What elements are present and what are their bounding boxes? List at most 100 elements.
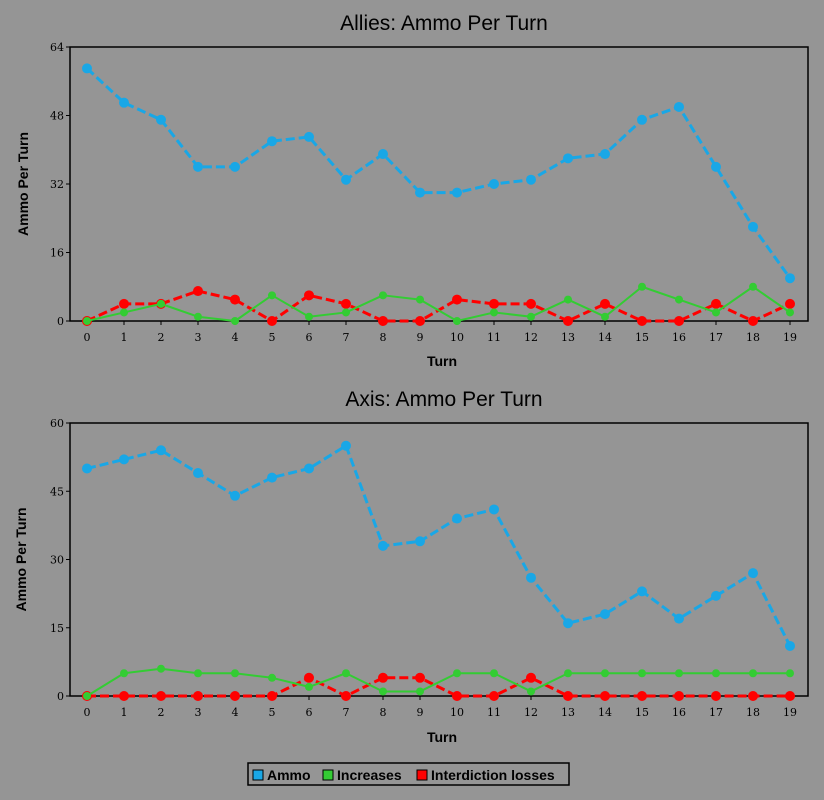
allies-xtick-label: 11 (487, 331, 501, 344)
allies-point-increases (712, 308, 720, 317)
allies-point-ammo (415, 187, 425, 198)
axis-ytick-label: 60 (50, 417, 64, 430)
axis-ytick-label: 15 (50, 622, 64, 635)
axis-xtick-label: 13 (561, 706, 575, 719)
axis-xtick-label: 16 (672, 706, 686, 719)
allies-point-interdiction-losses (341, 298, 351, 309)
allies-ytick-label: 0 (57, 315, 64, 328)
allies-point-interdiction-losses (193, 286, 203, 297)
allies-point-interdiction-losses (230, 294, 240, 305)
axis-point-interdiction-losses (785, 691, 795, 701)
allies-xtick-label: 12 (524, 331, 538, 344)
allies-point-interdiction-losses (526, 298, 536, 309)
legend-swatch-ammo (252, 769, 264, 781)
axis-xtick-label: 4 (232, 706, 239, 719)
axis-point-ammo (711, 590, 721, 601)
allies-xaxis-label: Turn (427, 353, 457, 369)
allies-point-increases (527, 312, 535, 321)
axis-point-increases (786, 669, 794, 678)
axis-chart-title: Axis: Ammo Per Turn (345, 388, 542, 411)
axis-point-interdiction-losses (193, 691, 203, 701)
allies-series-line-interdiction-losses (86, 289, 791, 323)
allies-point-ammo (600, 149, 610, 160)
axis-xtick-label: 10 (450, 706, 464, 719)
axis-point-interdiction-losses (452, 691, 462, 701)
allies-xtick-label: 9 (417, 331, 424, 344)
allies-point-interdiction-losses (452, 294, 462, 305)
allies-point-interdiction-losses (304, 290, 314, 301)
allies-point-interdiction-losses (415, 316, 425, 326)
allies-xtick-label: 14 (598, 331, 612, 344)
legend-swatch-increases (322, 769, 334, 781)
axis-point-increases (157, 664, 165, 673)
allies-point-interdiction-losses (119, 298, 129, 309)
axis-point-ammo (119, 454, 129, 465)
axis-xtick-label: 6 (306, 706, 313, 719)
allies-xtick-label: 18 (746, 331, 760, 344)
allies-point-ammo (785, 273, 795, 284)
axis-point-ammo (378, 540, 388, 551)
axis-point-ammo (304, 463, 314, 474)
allies-point-interdiction-losses (600, 298, 610, 309)
allies-point-ammo (637, 114, 647, 125)
allies-point-increases (749, 282, 757, 291)
allies-plot-frame (69, 46, 809, 322)
allies-ytick-label: 64 (50, 41, 64, 54)
allies-xtick-label: 19 (783, 331, 797, 344)
axis-xtick-label: 5 (269, 706, 276, 719)
allies-point-increases (157, 299, 165, 308)
axis-point-interdiction-losses (489, 691, 499, 701)
axis-point-increases (453, 669, 461, 678)
axis-point-increases (490, 669, 498, 678)
allies-point-ammo (341, 174, 351, 185)
axis-point-ammo (674, 613, 684, 624)
allies-point-ammo (526, 174, 536, 185)
axis-point-interdiction-losses (526, 672, 536, 683)
axis-point-increases (749, 669, 757, 678)
allies-point-interdiction-losses (563, 316, 573, 326)
axis-point-interdiction-losses (304, 672, 314, 683)
axis-point-increases (194, 669, 202, 678)
axis-series-line-ammo (86, 444, 792, 647)
axis-xtick-label: 0 (84, 706, 91, 719)
allies-xtick-label: 0 (84, 331, 91, 344)
allies-point-increases (342, 308, 350, 317)
allies-chart-title: Allies: Ammo Per Turn (340, 12, 548, 35)
allies-point-increases (490, 308, 498, 317)
allies-point-ammo (230, 161, 240, 172)
allies-ytick-label: 16 (50, 247, 64, 260)
allies-point-ammo (378, 149, 388, 160)
axis-point-increases (268, 673, 276, 682)
allies-xtick-label: 15 (635, 331, 649, 344)
allies-ytick-label: 32 (50, 178, 64, 191)
axis-xtick-label: 18 (746, 706, 760, 719)
allies-point-increases (601, 312, 609, 321)
axis-point-increases (675, 669, 683, 678)
axis-point-increases (638, 669, 646, 678)
allies-point-ammo (267, 136, 277, 147)
axis-point-interdiction-losses (563, 691, 573, 701)
axis-series-line-increases (86, 667, 790, 697)
axis-point-increases (564, 669, 572, 678)
allies-point-interdiction-losses (711, 298, 721, 309)
allies-series-line-ammo (85, 67, 792, 280)
allies-point-ammo (711, 161, 721, 172)
legend-swatch-interdiction (416, 769, 428, 781)
legend-label-ammo: Ammo (267, 767, 311, 783)
axis-point-interdiction-losses (415, 672, 425, 683)
allies-series-line-increases (86, 285, 791, 322)
axis-xtick-label: 15 (635, 706, 649, 719)
axis-point-ammo (341, 440, 351, 451)
allies-point-increases (194, 312, 202, 321)
axis-xtick-label: 12 (524, 706, 538, 719)
axis-point-increases (416, 687, 424, 696)
axis-ytick-label: 30 (50, 554, 64, 567)
axis-xtick-label: 2 (158, 706, 165, 719)
axis-series-line-interdiction-losses (87, 676, 790, 698)
allies-point-increases (416, 295, 424, 304)
allies-point-increases (268, 291, 276, 300)
